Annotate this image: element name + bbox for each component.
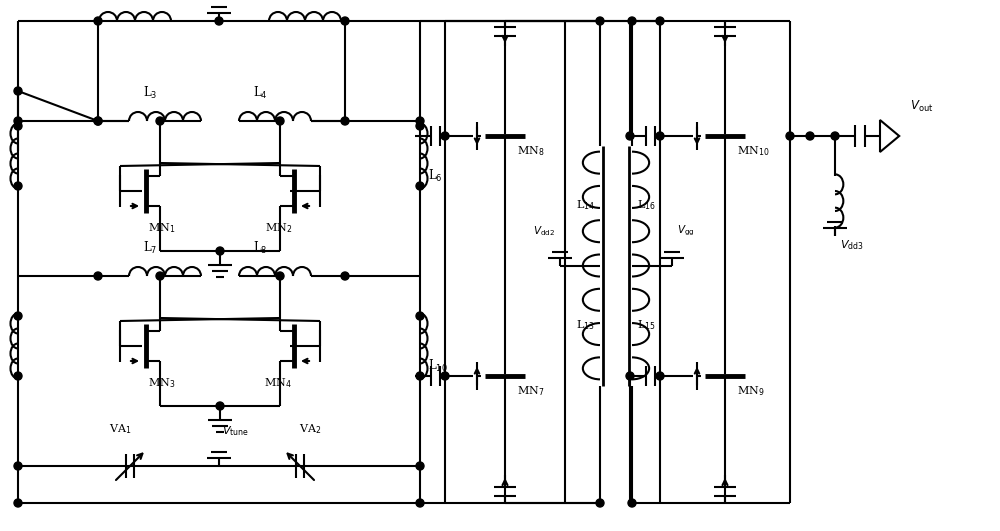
Text: $V_{\rm gg}$: $V_{\rm gg}$ bbox=[677, 223, 695, 237]
Text: L$_4$: L$_4$ bbox=[253, 85, 267, 101]
Text: MN$_3$: MN$_3$ bbox=[148, 376, 175, 390]
Circle shape bbox=[14, 182, 22, 190]
Circle shape bbox=[831, 132, 839, 140]
Text: L$_{16}$: L$_{16}$ bbox=[637, 199, 656, 212]
Text: MN$_1$: MN$_1$ bbox=[148, 221, 175, 235]
Text: L$_{14}$: L$_{14}$ bbox=[576, 199, 595, 212]
Text: $V_{\rm dd3}$: $V_{\rm dd3}$ bbox=[840, 238, 864, 252]
Circle shape bbox=[656, 132, 664, 140]
Circle shape bbox=[441, 132, 449, 140]
Text: VA$_2$: VA$_2$ bbox=[299, 422, 321, 436]
Circle shape bbox=[341, 17, 349, 25]
Text: $V_{\rm out}$: $V_{\rm out}$ bbox=[910, 99, 933, 114]
Circle shape bbox=[806, 132, 814, 140]
Circle shape bbox=[416, 372, 424, 380]
Circle shape bbox=[341, 272, 349, 280]
Circle shape bbox=[14, 122, 22, 130]
Circle shape bbox=[341, 117, 349, 125]
Text: L$_{10}$: L$_{10}$ bbox=[428, 358, 448, 374]
Text: L$_{13}$: L$_{13}$ bbox=[576, 319, 595, 332]
Circle shape bbox=[276, 272, 284, 280]
Circle shape bbox=[14, 372, 22, 380]
Circle shape bbox=[215, 17, 223, 25]
Circle shape bbox=[656, 17, 664, 25]
Text: MN$_9$: MN$_9$ bbox=[737, 384, 765, 398]
Circle shape bbox=[216, 402, 224, 410]
Circle shape bbox=[416, 462, 424, 470]
Text: $V_{\rm tune}$: $V_{\rm tune}$ bbox=[222, 424, 249, 438]
Circle shape bbox=[628, 499, 636, 507]
Circle shape bbox=[14, 312, 22, 320]
Text: MN$_8$: MN$_8$ bbox=[517, 144, 545, 158]
Circle shape bbox=[94, 17, 102, 25]
Circle shape bbox=[596, 499, 604, 507]
Circle shape bbox=[416, 499, 424, 507]
Circle shape bbox=[626, 132, 634, 140]
Text: MN$_7$: MN$_7$ bbox=[517, 384, 544, 398]
Circle shape bbox=[14, 499, 22, 507]
Circle shape bbox=[276, 117, 284, 125]
Circle shape bbox=[626, 372, 634, 380]
Text: L$_7$: L$_7$ bbox=[143, 240, 157, 256]
Text: L$_3$: L$_3$ bbox=[143, 85, 157, 101]
Text: L$_8$: L$_8$ bbox=[253, 240, 267, 256]
Circle shape bbox=[441, 372, 449, 380]
Text: MN$_2$: MN$_2$ bbox=[265, 221, 292, 235]
Circle shape bbox=[416, 182, 424, 190]
Circle shape bbox=[786, 132, 794, 140]
Circle shape bbox=[416, 117, 424, 125]
Text: VA$_1$: VA$_1$ bbox=[109, 422, 131, 436]
Circle shape bbox=[14, 462, 22, 470]
Circle shape bbox=[596, 17, 604, 25]
Text: MN$_4$: MN$_4$ bbox=[264, 376, 292, 390]
Circle shape bbox=[628, 17, 636, 25]
Circle shape bbox=[14, 117, 22, 125]
Circle shape bbox=[656, 372, 664, 380]
Text: L$_{15}$: L$_{15}$ bbox=[637, 319, 656, 332]
Text: L$_6$: L$_6$ bbox=[428, 168, 443, 184]
Text: MN$_{10}$: MN$_{10}$ bbox=[737, 144, 770, 158]
Circle shape bbox=[416, 122, 424, 130]
Circle shape bbox=[156, 117, 164, 125]
Circle shape bbox=[156, 272, 164, 280]
Text: $V_{\rm dd2}$: $V_{\rm dd2}$ bbox=[533, 224, 555, 237]
Circle shape bbox=[94, 272, 102, 280]
Circle shape bbox=[94, 117, 102, 125]
Circle shape bbox=[14, 87, 22, 95]
Circle shape bbox=[94, 117, 102, 125]
Circle shape bbox=[416, 312, 424, 320]
Circle shape bbox=[216, 247, 224, 255]
